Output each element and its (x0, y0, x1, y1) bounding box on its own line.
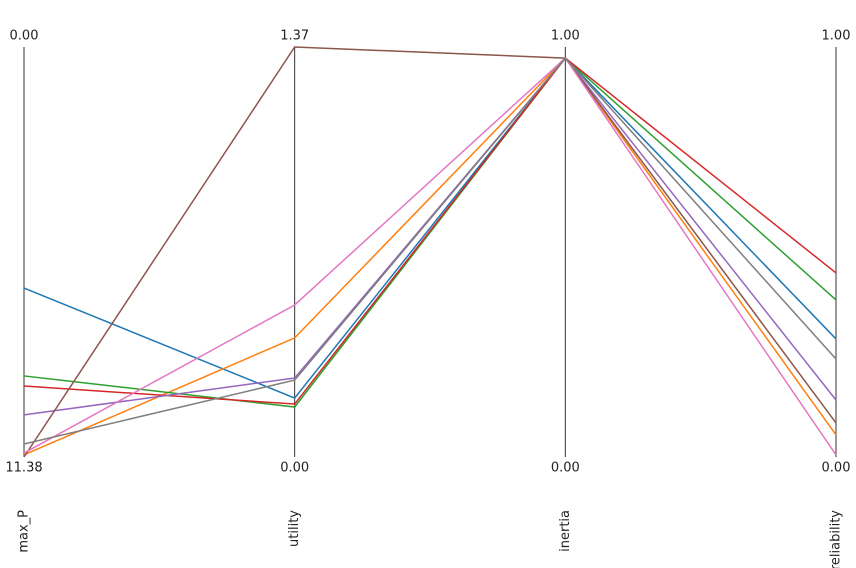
axis-tick-label: 0.00 (822, 461, 851, 476)
axis-tick-label: 1.00 (551, 29, 580, 44)
axis-name: max_P (17, 510, 32, 553)
data-line (23, 56, 837, 445)
data-line (23, 56, 837, 456)
axis-tick-label: 1.00 (822, 29, 851, 44)
data-line (23, 46, 837, 458)
data-line (23, 56, 837, 408)
axis-tick-label: 0.00 (280, 461, 309, 476)
axis-tick-label: 0.00 (551, 461, 580, 476)
data-line (23, 57, 837, 405)
axis-name: inertia (558, 510, 573, 552)
axis-tick-label: 0.00 (10, 29, 39, 44)
data-line (23, 56, 837, 399)
axis-tick-label: 1.37 (280, 29, 309, 44)
data-line (23, 56, 837, 456)
axis-name: utility (287, 510, 302, 547)
axis-name: reliability (829, 510, 844, 568)
data-line (23, 56, 837, 416)
axis-tick-label: 11.38 (5, 461, 42, 476)
